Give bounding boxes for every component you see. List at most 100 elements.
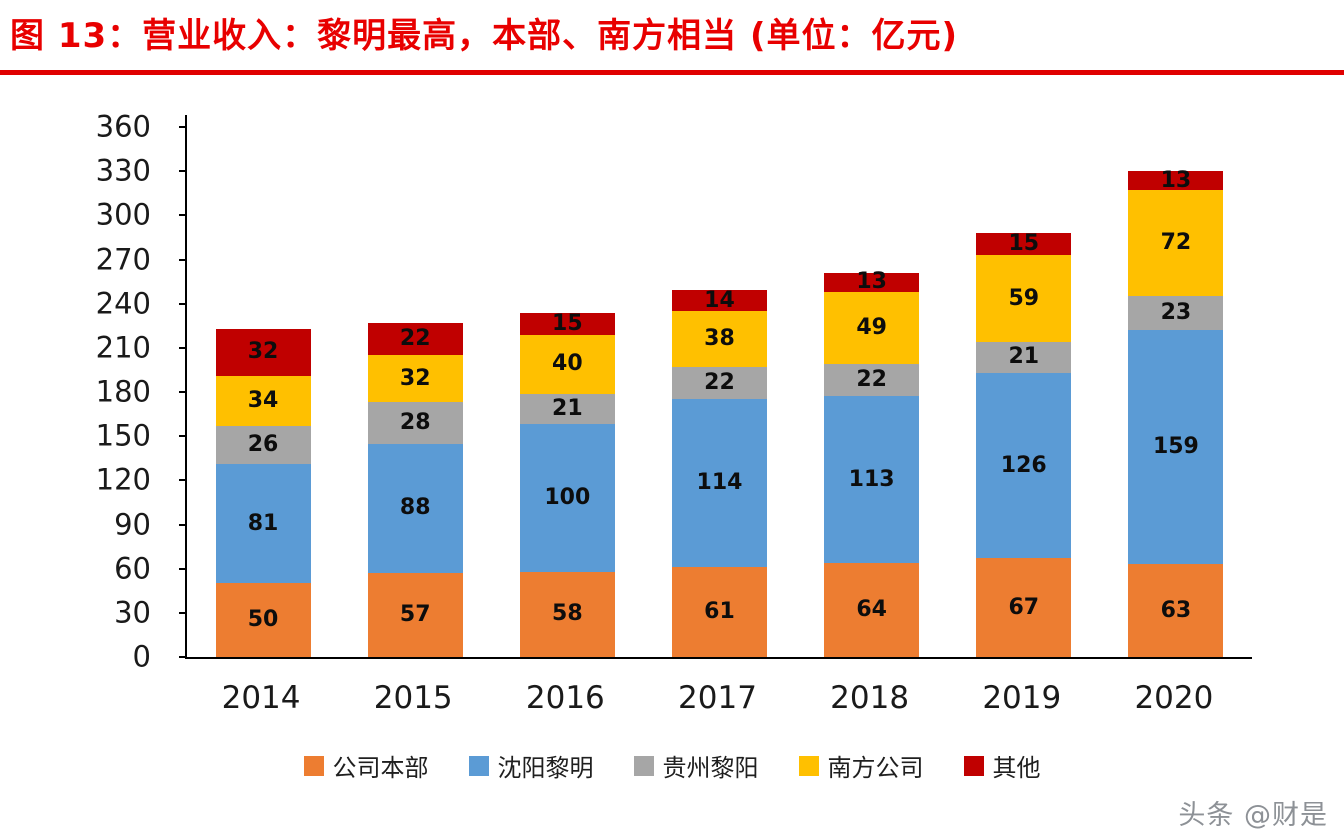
bar-segment: 32 — [215, 328, 311, 376]
chart-title: 图 13：营业收入：黎明最高，本部、南方相当 (单位：亿元) — [10, 16, 959, 56]
data-label: 159 — [1152, 434, 1199, 460]
bar-segment: 38 — [671, 311, 767, 367]
y-tick-mark — [179, 170, 187, 173]
y-tick-mark — [179, 435, 187, 438]
y-tick-label: 300 — [95, 197, 151, 232]
bar-segment: 22 — [367, 322, 463, 356]
x-tick-label: 2020 — [1134, 680, 1214, 716]
legend-swatch — [468, 755, 489, 776]
data-label: 22 — [399, 326, 431, 352]
data-label: 21 — [1008, 344, 1040, 370]
y-tick-label: 90 — [114, 507, 151, 541]
data-label: 113 — [848, 466, 895, 492]
y-tick-label: 360 — [95, 109, 151, 144]
data-label: 61 — [704, 599, 735, 625]
title-divider — [0, 70, 1344, 75]
legend-swatch — [963, 755, 984, 776]
y-tick-label: 330 — [95, 153, 151, 188]
bar-segment: 13 — [1128, 169, 1224, 191]
bar-segment: 15 — [976, 231, 1072, 257]
y-tick-label: 210 — [95, 330, 151, 365]
legend-swatch — [633, 755, 654, 776]
data-label: 32 — [247, 339, 279, 365]
data-label: 15 — [1008, 231, 1040, 257]
bar-segment: 58 — [519, 571, 615, 657]
bar-segment: 88 — [367, 443, 463, 574]
y-tick-label: 240 — [95, 286, 151, 321]
data-label: 13 — [856, 269, 887, 295]
bar-column: 67 126 21 59 15 — [948, 115, 1100, 657]
bar-segment: 67 — [976, 558, 1072, 657]
y-tick-mark — [179, 258, 187, 261]
bar-segment: 23 — [1128, 296, 1224, 331]
data-label: 58 — [552, 601, 583, 627]
x-tick-label: 2015 — [373, 680, 453, 716]
plot-area: 50 81 26 34 32 57 88 28 32 22 58 100 21 40 15 61 114 22 38… — [185, 115, 1252, 659]
stacked-bar: 58 100 21 40 15 — [519, 310, 615, 657]
bar-column: 63 159 23 72 13 — [1100, 115, 1252, 657]
data-label: 15 — [552, 310, 583, 336]
bars: 50 81 26 34 32 57 88 28 32 22 58 100 21 40 15 61 114 22 38… — [187, 115, 1252, 657]
bar-segment: 114 — [671, 399, 767, 568]
data-label: 81 — [247, 510, 279, 536]
y-tick-mark — [179, 611, 187, 614]
bar-segment: 49 — [824, 291, 920, 365]
data-label: 114 — [696, 470, 743, 496]
legend-item: 公司本部 — [303, 748, 429, 783]
y-tick-label: 30 — [114, 595, 151, 630]
bar-segment: 15 — [519, 310, 615, 336]
data-label: 64 — [856, 596, 887, 622]
y-tick-label: 270 — [95, 242, 151, 276]
legend: 公司本部 沈阳黎明 贵州黎阳 南方公司 其他 — [0, 748, 1344, 783]
bar-segment: 13 — [824, 269, 920, 295]
bar-column: 64 113 22 49 13 — [796, 115, 948, 657]
bar-column: 58 100 21 40 15 — [491, 115, 643, 657]
legend-item: 贵州黎阳 — [633, 748, 759, 783]
y-axis: 0 30 60 90 120 150 180 210 240 270 300 330 360 — [0, 109, 187, 671]
bar-column: 57 88 28 32 22 — [339, 115, 491, 657]
legend-label: 公司本部 — [332, 754, 429, 782]
y-tick-mark — [179, 523, 187, 526]
data-label: 38 — [704, 326, 735, 352]
legend-item: 沈阳黎明 — [468, 748, 594, 783]
stacked-bar: 57 88 28 32 22 — [367, 322, 463, 657]
bar-segment: 22 — [824, 364, 920, 397]
legend-swatch — [798, 755, 819, 776]
stacked-bar: 61 114 22 38 14 — [671, 289, 767, 657]
bar-segment: 21 — [519, 393, 615, 425]
data-label: 21 — [552, 395, 583, 421]
bar-segment: 63 — [1128, 564, 1224, 657]
legend-label: 南方公司 — [827, 754, 924, 782]
x-tick-label: 2019 — [982, 680, 1062, 716]
bar-segment: 21 — [976, 341, 1072, 373]
data-label: 49 — [856, 314, 887, 340]
x-tick-label: 2016 — [525, 680, 605, 716]
watermark: 头条 @财是 — [1178, 800, 1328, 831]
data-label: 50 — [247, 607, 279, 633]
data-label: 23 — [1160, 300, 1192, 326]
x-tick-label: 2018 — [830, 680, 910, 716]
data-label: 67 — [1008, 594, 1040, 620]
bar-segment: 64 — [824, 562, 920, 657]
legend-label: 沈阳黎明 — [497, 754, 594, 782]
data-label: 100 — [544, 485, 591, 511]
data-label: 88 — [399, 495, 431, 521]
data-label: 126 — [1000, 452, 1047, 478]
y-tick-mark — [179, 214, 187, 217]
y-tick-mark — [179, 302, 187, 305]
bar-segment: 61 — [671, 567, 767, 657]
y-tick-label: 120 — [95, 462, 151, 497]
x-tick-label: 2017 — [678, 680, 757, 716]
y-tick-mark — [179, 567, 187, 570]
legend-label: 其他 — [992, 754, 1041, 782]
legend-label: 贵州黎阳 — [662, 754, 759, 782]
bar-column: 61 114 22 38 14 — [643, 115, 795, 657]
data-label: 40 — [552, 351, 583, 377]
bar-segment: 26 — [215, 425, 311, 465]
bar-segment: 32 — [367, 355, 463, 403]
bar-segment: 28 — [367, 402, 463, 444]
y-tick-label: 0 — [132, 639, 151, 674]
data-label: 22 — [856, 367, 887, 393]
bar-segment: 159 — [1128, 330, 1224, 565]
